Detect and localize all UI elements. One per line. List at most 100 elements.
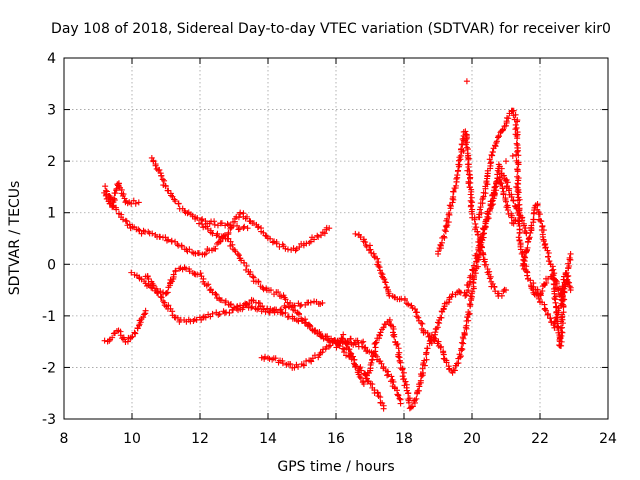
data-point-marker (262, 353, 269, 360)
data-point-marker (405, 301, 412, 308)
data-point-marker (135, 322, 142, 329)
data-point-marker (399, 366, 406, 373)
data-point-marker (390, 332, 397, 339)
data-point-marker (339, 345, 346, 352)
data-point-marker (528, 222, 535, 229)
data-point-marker (242, 301, 249, 308)
data-point-marker (485, 211, 492, 218)
data-point-marker (553, 308, 560, 315)
data-point-marker (468, 188, 475, 195)
data-point-marker (547, 315, 554, 322)
data-point-marker (430, 334, 437, 341)
data-point-marker (309, 355, 316, 362)
data-point-marker (442, 228, 449, 235)
data-point-marker (486, 275, 493, 282)
data-point-marker (243, 213, 250, 220)
data-point-marker (402, 378, 409, 385)
data-point-marker (542, 244, 549, 251)
data-point-marker (306, 239, 313, 246)
data-point-marker (456, 289, 463, 296)
data-point-marker (111, 197, 118, 204)
data-point-marker (423, 356, 430, 363)
data-point-marker (513, 124, 520, 131)
data-point-marker (267, 235, 274, 242)
data-point-marker (102, 183, 109, 190)
data-point-marker (248, 304, 255, 311)
data-point-marker (458, 339, 465, 346)
data-point-marker (545, 253, 552, 260)
data-point-marker (203, 250, 210, 257)
data-point-marker (243, 262, 250, 269)
data-point-marker (309, 326, 316, 333)
data-point-marker (360, 378, 367, 385)
data-point-marker (307, 238, 314, 245)
data-point-marker (320, 346, 327, 353)
data-point-marker (352, 363, 359, 370)
data-point-marker (479, 196, 486, 203)
data-point-marker (377, 329, 384, 336)
data-point-marker (504, 179, 511, 186)
data-point-marker (454, 168, 461, 175)
data-point-marker (536, 211, 543, 218)
data-point-marker (226, 309, 233, 316)
data-point-marker (113, 206, 120, 213)
data-point-marker (205, 281, 212, 288)
data-point-marker (170, 271, 177, 278)
data-point-marker (498, 180, 505, 187)
series-arc-6 (101, 307, 149, 345)
data-point-marker (214, 230, 221, 237)
series-outliers (460, 78, 520, 190)
data-point-marker (503, 287, 509, 294)
data-point-marker (459, 141, 466, 148)
data-point-marker (514, 173, 521, 180)
data-point-marker (514, 168, 521, 175)
data-point-marker (157, 233, 164, 240)
data-point-marker (249, 303, 256, 310)
data-point-marker (376, 332, 383, 339)
data-point-marker (347, 335, 354, 342)
data-point-marker (412, 306, 419, 313)
data-point-marker (464, 314, 471, 321)
data-point-marker (324, 333, 331, 340)
data-point-marker (456, 154, 463, 161)
data-point-marker (465, 309, 472, 316)
data-point-marker (462, 292, 469, 299)
data-point-marker (157, 293, 164, 300)
data-point-marker (112, 190, 119, 197)
data-point-marker (545, 250, 552, 257)
data-point-marker (505, 187, 512, 194)
data-point-marker (554, 323, 561, 330)
x-tick-label: 20 (463, 431, 481, 447)
series-arc-14 (530, 271, 574, 349)
data-point-marker (443, 359, 450, 366)
data-point-marker (550, 266, 557, 273)
data-point-marker (237, 209, 244, 216)
data-point-marker (539, 233, 546, 240)
data-point-marker (537, 217, 544, 224)
data-point-marker (374, 255, 381, 262)
data-point-marker (377, 394, 384, 401)
data-point-marker (480, 230, 487, 237)
data-point-marker (278, 309, 285, 316)
data-point-marker (287, 361, 294, 368)
data-point-marker (204, 223, 211, 230)
data-point-marker (470, 262, 477, 269)
data-point-marker (123, 218, 130, 225)
data-point-marker (362, 344, 369, 351)
data-point-marker (469, 199, 476, 206)
data-point-marker (483, 178, 490, 185)
data-point-marker (357, 364, 364, 371)
data-point-marker (197, 270, 204, 277)
data-point-marker (186, 268, 193, 275)
data-point-marker (276, 243, 283, 250)
data-point-marker (558, 342, 565, 349)
y-tick-label: -2 (42, 360, 56, 376)
data-point-marker (350, 353, 357, 360)
data-point-marker (360, 381, 367, 388)
data-point-marker (487, 160, 494, 167)
data-point-marker (153, 285, 160, 292)
data-point-marker (514, 135, 521, 142)
data-point-marker (393, 341, 400, 348)
data-point-marker (450, 193, 457, 200)
data-point-marker (384, 372, 391, 379)
